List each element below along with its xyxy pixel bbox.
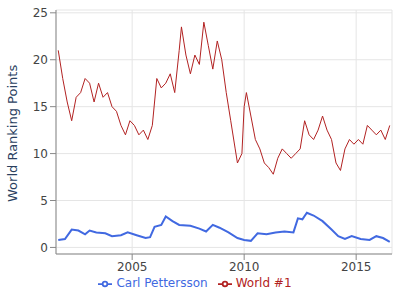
html-text:Carl Pettersson: Carl Pettersson — [116, 276, 208, 290]
svg-text:0: 0 — [40, 241, 48, 255]
svg-text:25: 25 — [33, 6, 48, 20]
svg-text:20: 20 — [33, 53, 48, 67]
svg-text:2005: 2005 — [117, 260, 148, 274]
svg-text:10: 10 — [33, 147, 48, 161]
svg-text:15: 15 — [33, 100, 48, 114]
svg-text:World Ranking Points: World Ranking Points — [8, 65, 20, 202]
html-text:World #1: World #1 — [235, 276, 292, 290]
svg-text:5: 5 — [40, 194, 48, 208]
svg-text:2010: 2010 — [229, 260, 260, 274]
svg-text:2015: 2015 — [341, 260, 372, 274]
